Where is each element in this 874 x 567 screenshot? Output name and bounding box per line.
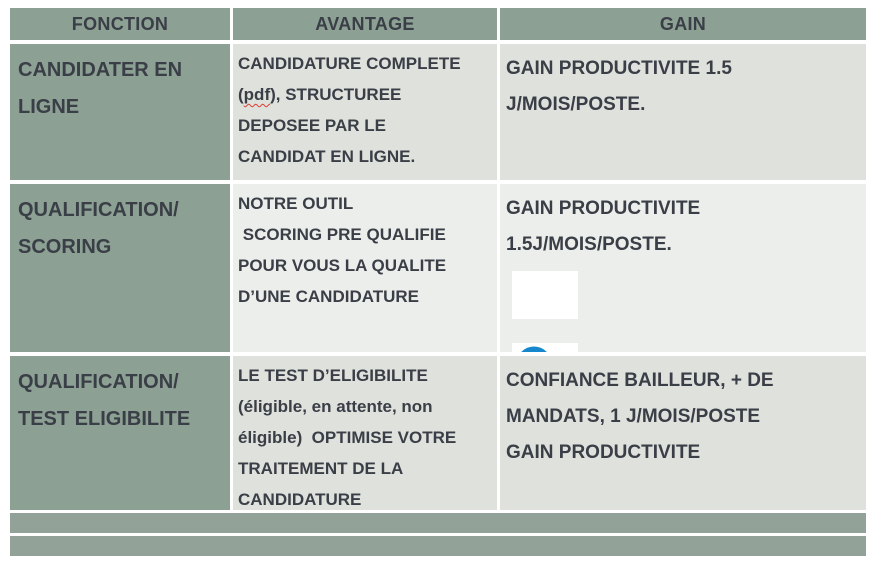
header-cell-avantage: AVANTAGE [233, 8, 497, 40]
empty-table-band-1 [10, 513, 866, 533]
row3-avantage-cell: LE TEST D’ELIGIBILITE (éligible, en atte… [233, 356, 497, 510]
row2-fonction-cell: QUALIFICATION/ SCORING [10, 184, 230, 352]
row3-gain-cell: CONFIANCE BAILLEUR, + DE MANDATS, 1 J/MO… [500, 356, 866, 510]
row2-avantage-cell: NOTRE OUTIL SCORING PRE QUALIFIE POUR VO… [233, 184, 497, 352]
row1-gain-cell: GAIN PRODUCTIVITE 1.5 J/MOIS/POSTE. [500, 44, 866, 180]
row2-gain-cell: GAIN PRODUCTIVITE 1.5J/MOIS/POSTE. [500, 184, 866, 352]
row2-gain-text: GAIN PRODUCTIVITE 1.5J/MOIS/POSTE. [506, 198, 701, 255]
header-cell-fonction: FONCTION [10, 8, 230, 40]
empty-table-band-2 [10, 536, 866, 556]
comparison-table: FONCTION AVANTAGE GAIN CANDIDATER EN LIG… [10, 8, 866, 510]
spellcheck-flagged-word: pdf [243, 85, 271, 104]
row3-fonction-cell: QUALIFICATION/ TEST ELIGIBILITE [10, 356, 230, 510]
header-cell-gain: GAIN [500, 8, 866, 40]
row1-fonction-cell: CANDIDATER EN LIGNE [10, 44, 230, 180]
row1-avantage-cell: CANDIDATURE COMPLETE (pdf), STRUCTUREE D… [233, 44, 497, 180]
row1-avantage-text: CANDIDATURE COMPLETE ( [238, 54, 461, 104]
row1-avantage-text-cont: ), STRUCTUREE DEPOSEE PAR LE CANDIDAT EN… [238, 85, 416, 166]
magnifier-key-logo-icon [512, 271, 578, 352]
